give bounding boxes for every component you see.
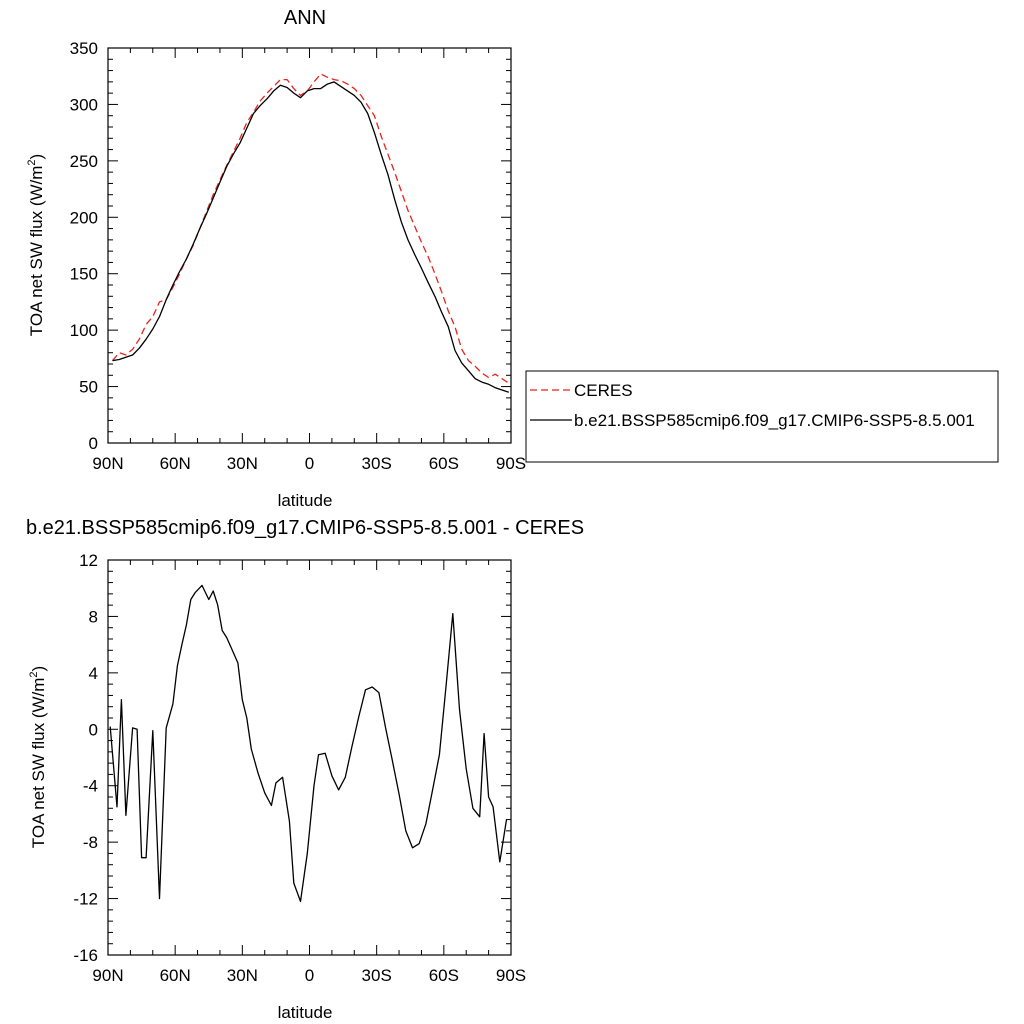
plot-frame <box>107 559 512 956</box>
legend-label-ceres: CERES <box>574 381 633 400</box>
y-axis-label: TOA net SW flux (W/m2) <box>28 666 48 848</box>
x-tick-label: 30N <box>227 966 258 985</box>
chart-title: ANN <box>284 7 326 29</box>
y-tick-label: 12 <box>79 551 98 570</box>
axis-ticks: 90N 60N 30N 0 30S 60S 90S -16 -12 -8 -4 0 4 8 12 <box>73 551 526 985</box>
y-tick-label: 100 <box>70 321 98 340</box>
y-tick-label: 250 <box>70 152 98 171</box>
x-tick-label: 30N <box>227 454 258 473</box>
y-tick-label: -4 <box>83 777 98 796</box>
y-tick-label: -16 <box>73 946 98 965</box>
x-tick-label: 90N <box>92 454 123 473</box>
x-tick-label: 60N <box>160 454 191 473</box>
x-tick-label: 30S <box>362 966 392 985</box>
x-tick-label: 30S <box>362 454 392 473</box>
y-tick-label: 0 <box>89 720 98 739</box>
y-tick-label: 0 <box>89 434 98 453</box>
bottom-chart: b.e21.BSSP585cmip6.f09_g17.CMIP6-SSP5-8.… <box>26 517 584 1022</box>
y-tick-label: -8 <box>83 833 98 852</box>
series-line-0 <box>112 73 510 384</box>
series-line-0 <box>109 584 508 903</box>
x-tick-label: 60S <box>429 966 459 985</box>
y-tick-label: 50 <box>79 378 98 397</box>
legend: CERES b.e21.BSSP585cmip6.f09_g17.CMIP6-S… <box>525 370 999 463</box>
x-tick-label: 60N <box>160 966 191 985</box>
y-axis-label: TOA net SW flux (W/m2) <box>26 154 46 336</box>
x-axis-label: latitude <box>278 491 333 510</box>
series-line-1 <box>112 81 510 393</box>
x-axis-label: latitude <box>278 1003 333 1022</box>
x-tick-label: 60S <box>429 454 459 473</box>
y-tick-label: 4 <box>89 664 98 683</box>
y-tick-label: 300 <box>70 95 98 114</box>
x-tick-label: 0 <box>305 454 314 473</box>
chart-title: b.e21.BSSP585cmip6.f09_g17.CMIP6-SSP5-8.… <box>26 517 584 539</box>
series-lines <box>112 73 510 393</box>
x-tick-label: 90N <box>92 966 123 985</box>
legend-label-model: b.e21.BSSP585cmip6.f09_g17.CMIP6-SSP5-8.… <box>574 411 975 430</box>
axis-ticks: 90N 60N 30N 0 30S 60S 90S 0 50 100 150 200 250 300 350 <box>70 39 527 473</box>
y-tick-label: 200 <box>70 208 98 227</box>
plot-frame <box>107 47 512 444</box>
x-tick-label: 90S <box>496 454 526 473</box>
y-tick-label: 8 <box>89 607 98 626</box>
y-tick-label: 350 <box>70 39 98 58</box>
top-chart: ANN 90N 60N 30N 0 30S 60S 90S 0 50 100 150 200 250 30… <box>26 7 999 510</box>
legend-box <box>525 370 999 463</box>
series-lines <box>109 584 508 903</box>
y-tick-label: -12 <box>73 890 98 909</box>
x-tick-label: 0 <box>305 966 314 985</box>
x-tick-label: 90S <box>496 966 526 985</box>
y-tick-label: 150 <box>70 265 98 284</box>
